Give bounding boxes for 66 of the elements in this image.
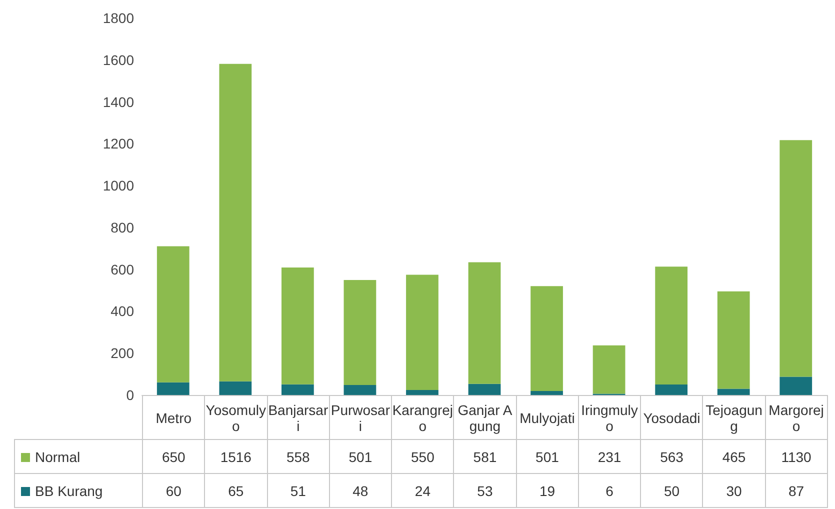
data-label: 558 — [267, 440, 330, 474]
x-tick-label: Metro — [142, 396, 205, 440]
y-tick-label: 0 — [126, 387, 134, 403]
y-tick-label: 1000 — [102, 178, 134, 194]
x-tick-label: Ganjar Agung — [454, 396, 516, 440]
bar — [780, 376, 812, 395]
bar — [156, 246, 190, 382]
data-label: 24 — [392, 474, 454, 508]
bar — [344, 280, 376, 385]
y-tick-label: 1200 — [102, 136, 134, 152]
y-tick-label: 1800 — [102, 10, 134, 26]
data-label: 1130 — [765, 440, 828, 474]
data-label: 87 — [765, 474, 828, 508]
x-tick-label: Yosodadi — [640, 396, 703, 440]
data-label: 30 — [702, 474, 766, 508]
y-tick-label: 600 — [110, 261, 134, 278]
bar — [717, 291, 750, 389]
data-label: 501 — [329, 440, 392, 474]
data-label: 19 — [516, 474, 578, 508]
data-label: 563 — [640, 440, 703, 474]
bar — [592, 345, 626, 394]
bar — [655, 384, 688, 395]
data-label: 650 — [142, 440, 205, 474]
y-tick-label: 200 — [110, 345, 134, 362]
data-label: 501 — [516, 440, 578, 474]
bar — [468, 262, 501, 384]
data-label: 465 — [702, 440, 766, 474]
bar — [780, 140, 812, 377]
bar — [406, 390, 438, 395]
data-label: 65 — [204, 474, 268, 508]
bar — [344, 384, 376, 395]
legend-label: Normal — [14, 440, 142, 474]
y-tick-label: 400 — [110, 303, 134, 320]
data-label: 231 — [578, 440, 641, 474]
x-tick-label: Yosomulyo — [204, 396, 268, 440]
x-tick-label: Mulyojati — [516, 396, 578, 440]
data-label: 60 — [142, 474, 205, 508]
x-tick-label: Iringmulyo — [578, 396, 641, 440]
bar — [530, 391, 563, 395]
bar — [219, 381, 252, 395]
data-label: 1516 — [204, 440, 268, 474]
data-label: 550 — [392, 440, 454, 474]
bar — [281, 267, 314, 384]
data-label: 581 — [454, 440, 516, 474]
x-tick-label: Margorejo — [765, 396, 828, 440]
bar — [219, 64, 252, 382]
bar — [156, 382, 190, 395]
x-tick-label: Purwosari — [329, 396, 392, 440]
y-tick-label: 1400 — [102, 94, 134, 110]
bar — [468, 384, 501, 395]
x-tick-label: Banjarsari — [267, 396, 330, 440]
data-label: 50 — [640, 474, 703, 508]
data-label: 51 — [267, 474, 330, 508]
legend-label: BB Kurang — [14, 474, 142, 508]
data-label: 53 — [454, 474, 516, 508]
data-label: 48 — [329, 474, 392, 508]
x-tick-label: Tejoagung — [702, 396, 766, 440]
y-tick-label: 1600 — [102, 52, 134, 68]
x-tick-label: Karangrejo — [392, 396, 454, 440]
data-label: 6 — [578, 474, 641, 508]
y-tick-label: 800 — [110, 219, 134, 236]
bar — [281, 384, 314, 395]
bar — [406, 274, 438, 390]
bar — [530, 286, 563, 392]
bar — [655, 266, 688, 385]
bar — [717, 388, 750, 395]
